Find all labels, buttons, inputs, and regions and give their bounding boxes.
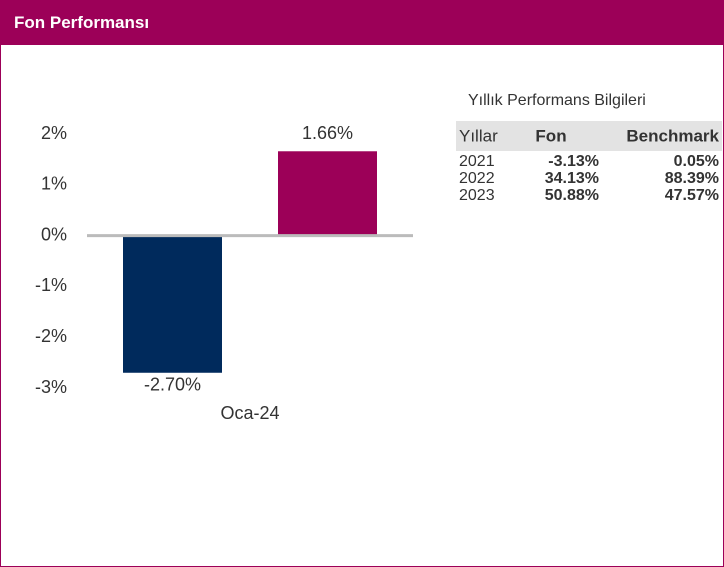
y-tick-label: 2% <box>41 123 67 143</box>
y-tick-label: -3% <box>35 377 67 397</box>
header-title: Fon Performansı <box>14 13 150 32</box>
y-tick-label: -2% <box>35 326 67 346</box>
table-cell: 2023 <box>459 187 495 204</box>
value-label: -2.70% <box>144 375 201 395</box>
bar <box>123 235 222 373</box>
table-cell: 34.13% <box>545 170 599 187</box>
table-cell: 0.05% <box>674 153 719 170</box>
table-cell: 2022 <box>459 170 495 187</box>
table-cell: 47.57% <box>665 187 719 204</box>
table-cell: 88.39% <box>665 170 719 187</box>
value-label: 1.66% <box>302 123 353 143</box>
table-header: Yıllar <box>459 126 498 145</box>
y-tick-label: 1% <box>41 174 67 194</box>
header-bar: Fon Performansı <box>1 1 723 45</box>
table-header-bg <box>456 121 722 151</box>
bar <box>278 151 377 236</box>
table-cell: -3.13% <box>548 153 599 170</box>
table-header: Fon <box>535 126 566 145</box>
y-tick-label: -1% <box>35 275 67 295</box>
table-cell: 2021 <box>459 153 495 170</box>
table-header: Benchmark <box>626 126 719 145</box>
table-title: Yıllık Performans Bilgileri <box>468 92 646 109</box>
table-cell: 50.88% <box>545 187 599 204</box>
y-tick-label: 0% <box>41 224 67 244</box>
x-tick-label: Oca-24 <box>220 403 279 423</box>
